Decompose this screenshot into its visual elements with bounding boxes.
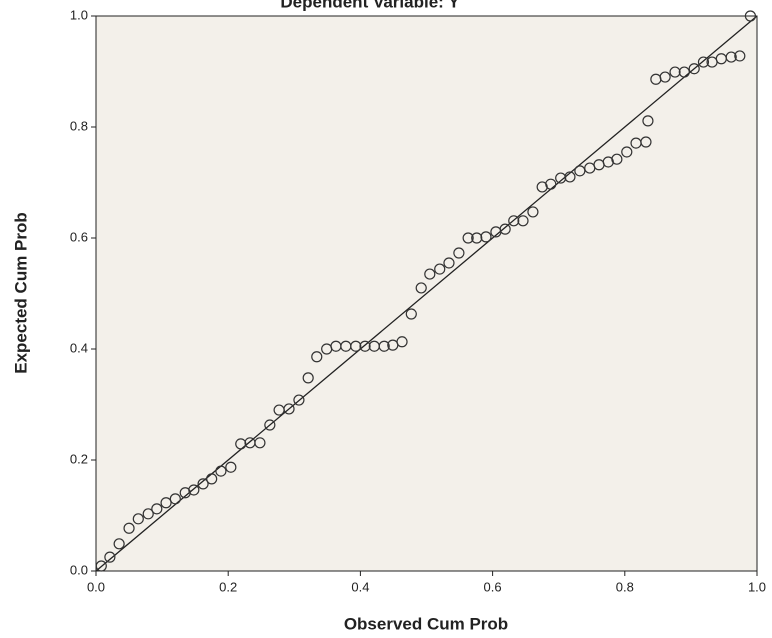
y-tick-label: 0.2: [70, 451, 88, 466]
x-tick-label: 0.6: [484, 579, 502, 594]
y-tick-label: 1.0: [70, 7, 88, 22]
y-tick-label: 0.8: [70, 118, 88, 133]
y-tick-label: 0.4: [70, 340, 88, 355]
x-tick-label: 0.8: [616, 579, 634, 594]
x-tick-label: 0.0: [87, 579, 105, 594]
x-axis-title: Observed Cum Prob: [344, 614, 508, 633]
y-tick-label: 0.0: [70, 562, 88, 577]
x-tick-label: 1.0: [748, 579, 766, 594]
y-axis-title: Expected Cum Prob: [11, 212, 30, 374]
x-tick-label: 0.2: [219, 579, 237, 594]
chart: Dependent Variable: Y Observed Cum Prob …: [0, 0, 772, 638]
x-tick-label: 0.4: [351, 579, 369, 594]
chart-title: Dependent Variable: Y: [280, 0, 460, 11]
y-tick-label: 0.6: [70, 229, 88, 244]
